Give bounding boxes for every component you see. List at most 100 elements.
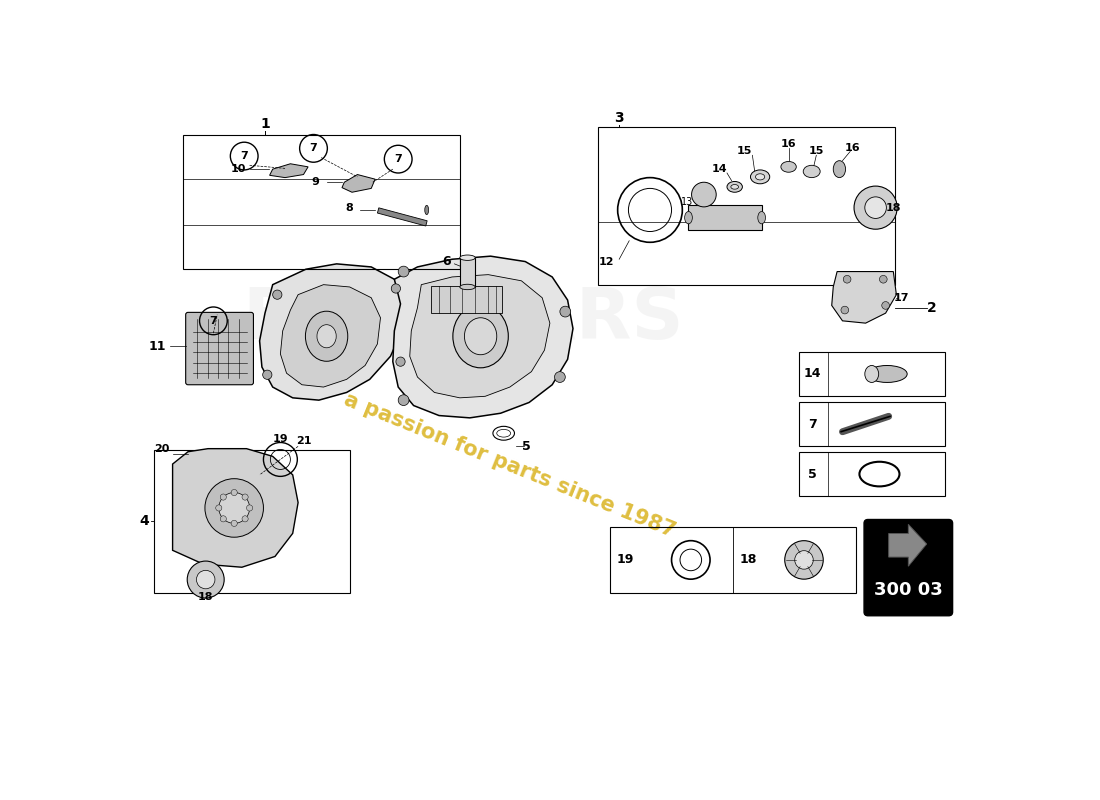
Polygon shape	[270, 164, 308, 178]
Circle shape	[263, 370, 272, 379]
Circle shape	[205, 478, 264, 538]
Polygon shape	[260, 264, 406, 400]
Text: 9: 9	[312, 178, 320, 187]
Text: 7: 7	[309, 143, 318, 154]
Text: 6: 6	[442, 255, 451, 268]
Text: 19: 19	[273, 434, 288, 444]
Circle shape	[396, 357, 405, 366]
Text: 3: 3	[615, 110, 624, 125]
Ellipse shape	[756, 174, 764, 180]
Text: 15: 15	[808, 146, 824, 157]
Circle shape	[784, 541, 823, 579]
Circle shape	[219, 493, 250, 523]
Text: 14: 14	[712, 164, 727, 174]
Text: 19: 19	[617, 554, 634, 566]
Ellipse shape	[781, 162, 796, 172]
Text: 14: 14	[804, 367, 822, 381]
Circle shape	[220, 516, 227, 522]
Polygon shape	[889, 524, 926, 566]
Circle shape	[844, 275, 851, 283]
Bar	[799, 452, 945, 496]
Ellipse shape	[425, 206, 429, 214]
Ellipse shape	[306, 311, 348, 362]
Circle shape	[794, 550, 813, 569]
Text: a passion for parts since 1987: a passion for parts since 1987	[341, 390, 679, 542]
Ellipse shape	[460, 284, 475, 290]
Text: 20: 20	[154, 444, 169, 454]
Text: 2: 2	[927, 301, 937, 314]
Text: 10: 10	[231, 164, 246, 174]
Circle shape	[242, 494, 249, 500]
Bar	[183, 134, 460, 270]
Bar	[154, 450, 351, 593]
Ellipse shape	[317, 325, 337, 348]
Ellipse shape	[867, 366, 908, 382]
Bar	[460, 258, 475, 287]
Text: 7: 7	[394, 154, 403, 164]
Text: 4: 4	[140, 514, 148, 528]
Circle shape	[187, 561, 224, 598]
Circle shape	[880, 275, 888, 283]
Bar	[598, 127, 895, 285]
Circle shape	[220, 494, 227, 500]
Text: 5: 5	[808, 467, 817, 481]
Text: 7: 7	[808, 418, 817, 430]
Ellipse shape	[803, 166, 821, 178]
Circle shape	[273, 290, 282, 299]
Polygon shape	[832, 271, 896, 323]
Circle shape	[560, 306, 571, 317]
Ellipse shape	[460, 255, 475, 260]
FancyBboxPatch shape	[864, 519, 953, 616]
Ellipse shape	[730, 185, 738, 189]
Polygon shape	[173, 449, 298, 567]
Text: EUROCARS: EUROCARS	[243, 285, 684, 354]
Text: 18: 18	[740, 554, 757, 566]
Text: 300 03: 300 03	[873, 582, 943, 599]
Circle shape	[231, 490, 238, 496]
Ellipse shape	[453, 305, 508, 368]
Circle shape	[398, 266, 409, 277]
Ellipse shape	[834, 161, 846, 178]
Text: 1: 1	[260, 118, 270, 131]
Text: 5: 5	[522, 440, 531, 453]
Circle shape	[854, 186, 898, 230]
Circle shape	[216, 505, 222, 511]
Text: 18: 18	[198, 591, 213, 602]
Text: 15: 15	[737, 146, 752, 157]
Ellipse shape	[464, 318, 497, 354]
Text: 7: 7	[209, 316, 218, 326]
Circle shape	[392, 284, 400, 293]
Text: 16: 16	[781, 138, 796, 149]
Bar	[689, 206, 761, 230]
Text: 12: 12	[598, 257, 614, 266]
Text: 13: 13	[681, 198, 693, 207]
Polygon shape	[342, 174, 375, 192]
Text: 17: 17	[893, 293, 909, 302]
Ellipse shape	[684, 211, 692, 224]
Bar	[377, 208, 427, 226]
Polygon shape	[393, 256, 573, 418]
Text: 8: 8	[345, 202, 353, 213]
Ellipse shape	[865, 366, 879, 382]
Ellipse shape	[727, 182, 742, 192]
Text: 11: 11	[148, 340, 166, 353]
Bar	[431, 286, 502, 313]
Circle shape	[197, 570, 215, 589]
Text: 21: 21	[296, 436, 311, 446]
Circle shape	[842, 306, 849, 314]
Ellipse shape	[758, 211, 766, 224]
Bar	[799, 402, 945, 446]
Bar	[609, 527, 857, 593]
Text: 18: 18	[886, 202, 901, 213]
Circle shape	[231, 520, 238, 526]
Circle shape	[554, 372, 565, 382]
Polygon shape	[409, 274, 550, 398]
Ellipse shape	[750, 170, 770, 184]
FancyBboxPatch shape	[186, 312, 253, 385]
Circle shape	[246, 505, 253, 511]
Bar	[799, 352, 945, 396]
Text: 7: 7	[240, 151, 249, 161]
Circle shape	[882, 302, 890, 310]
Text: 16: 16	[845, 143, 860, 154]
Circle shape	[398, 394, 409, 406]
